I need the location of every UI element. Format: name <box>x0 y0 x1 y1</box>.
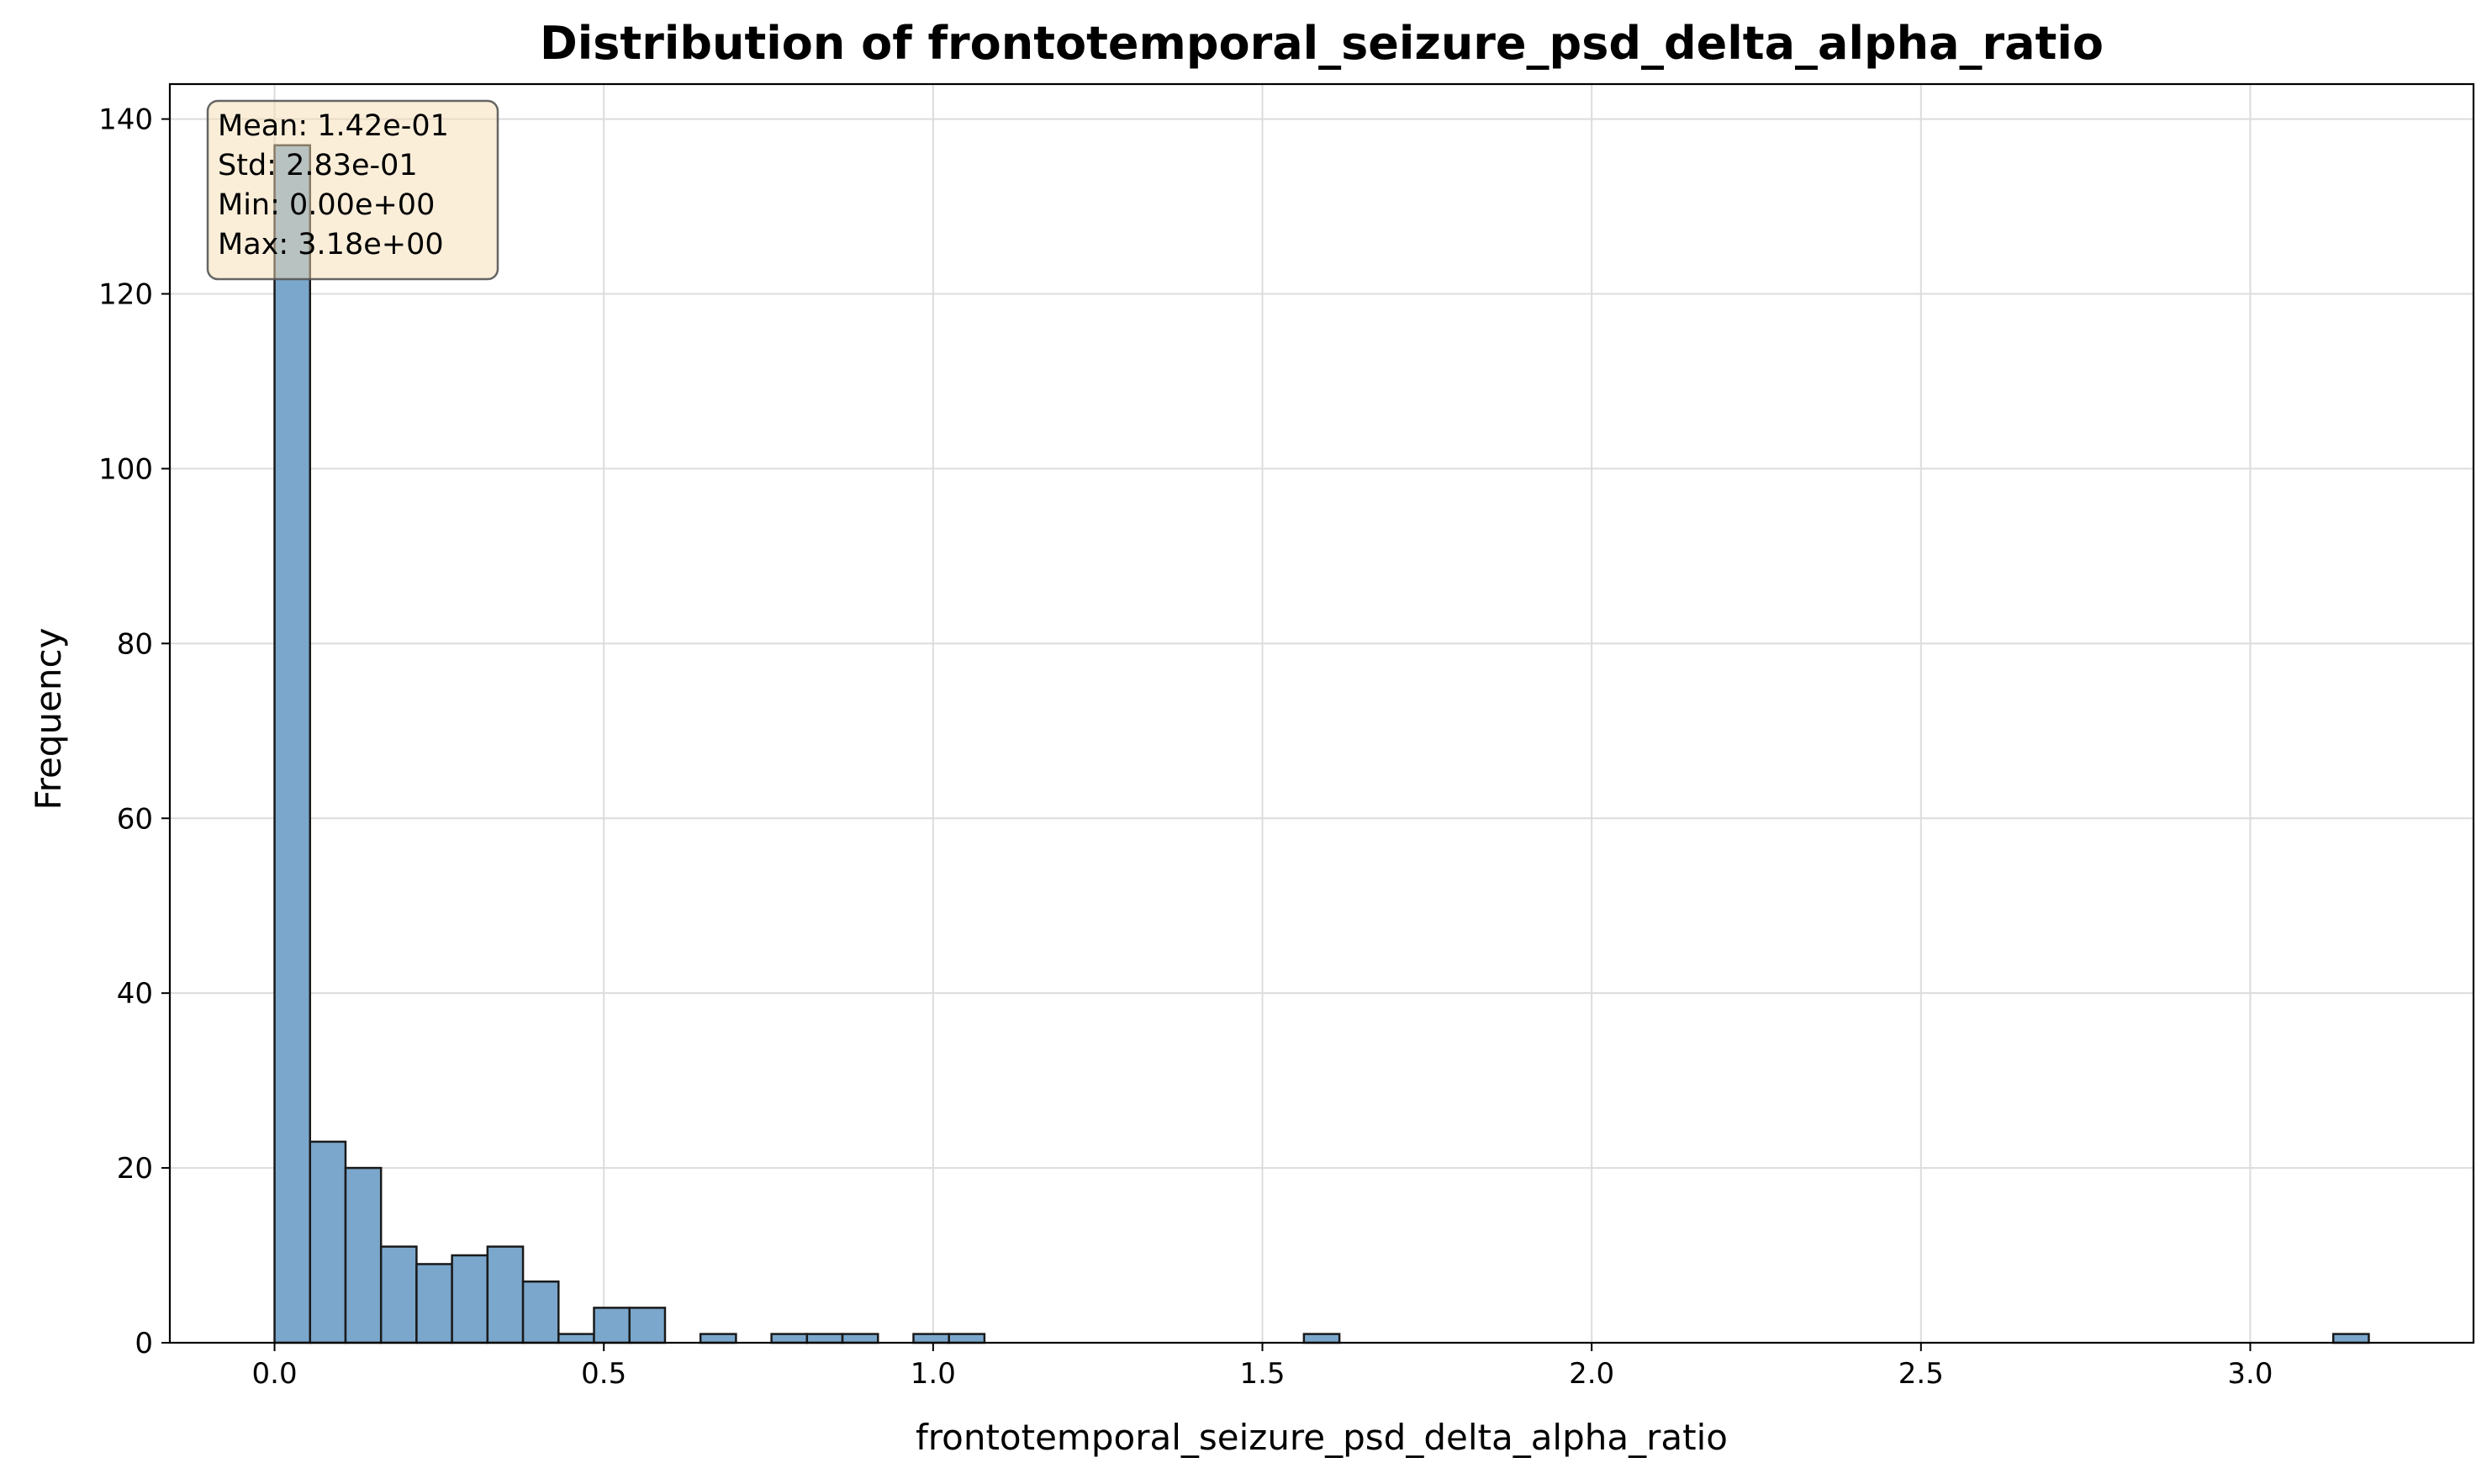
x-tick-label: 1.5 <box>1239 1357 1285 1391</box>
stats-mean: Mean: 1.42e-01 <box>218 109 449 143</box>
y-tick-label: 20 <box>117 1152 153 1186</box>
y-tick-label: 40 <box>117 977 153 1011</box>
histogram-bar <box>379 1245 418 1344</box>
y-tick-label: 140 <box>98 103 153 137</box>
histogram-bar <box>912 1333 950 1344</box>
x-tick-label: 2.0 <box>1569 1357 1614 1391</box>
stats-max: Max: 3.18e+00 <box>218 228 444 261</box>
ticks-layer: 0.0 0.5 1.0 1.5 2.0 2.5 3.0 0 20 40 60 80 100 120 140 <box>98 103 2273 1391</box>
x-tick-label: 1.0 <box>911 1357 956 1391</box>
histogram-bar <box>415 1263 453 1344</box>
histogram-bar <box>805 1333 844 1344</box>
chart-title: Distribution of frontotemporal_seizure_p… <box>540 17 2104 70</box>
histogram-bar <box>699 1333 737 1344</box>
histogram-bar <box>486 1245 525 1344</box>
y-tick-label: 120 <box>98 278 153 312</box>
x-axis-label: frontotemporal_seizure_psd_delta_alpha_r… <box>916 1417 1728 1458</box>
stats-box: Mean: 1.42e-01 Std: 2.83e-01 Min: 0.00e+… <box>206 99 499 281</box>
histogram-bar <box>1302 1333 1341 1344</box>
histogram-bar <box>841 1333 879 1344</box>
histogram-bar <box>557 1333 595 1344</box>
x-tick-label: 3.0 <box>2227 1357 2273 1391</box>
stats-box-background <box>206 99 499 281</box>
y-tick-label: 80 <box>117 627 153 661</box>
x-tick-label: 0.0 <box>252 1357 298 1391</box>
x-tick-label: 2.5 <box>1898 1357 1944 1391</box>
histogram-bar <box>593 1307 631 1344</box>
histogram-bar <box>309 1140 347 1344</box>
stats-min: Min: 0.00e+00 <box>218 188 435 222</box>
histogram-bar <box>451 1254 489 1344</box>
histogram-bar <box>2331 1333 2370 1344</box>
y-tick-label: 60 <box>117 802 153 836</box>
histogram-bar <box>628 1307 667 1344</box>
histogram-bar <box>770 1333 809 1344</box>
histogram-bar <box>948 1333 986 1344</box>
y-axis-label: Frequency <box>28 628 69 811</box>
histogram-bar <box>521 1280 560 1344</box>
y-tick-label: 0 <box>135 1327 153 1360</box>
plot-frame <box>168 82 2475 1344</box>
histogram-bar <box>273 144 312 1344</box>
histogram-bar <box>344 1166 383 1344</box>
x-tick-label: 0.5 <box>581 1357 626 1391</box>
stats-std: Std: 2.83e-01 <box>218 149 418 182</box>
y-tick-label: 100 <box>98 452 153 486</box>
